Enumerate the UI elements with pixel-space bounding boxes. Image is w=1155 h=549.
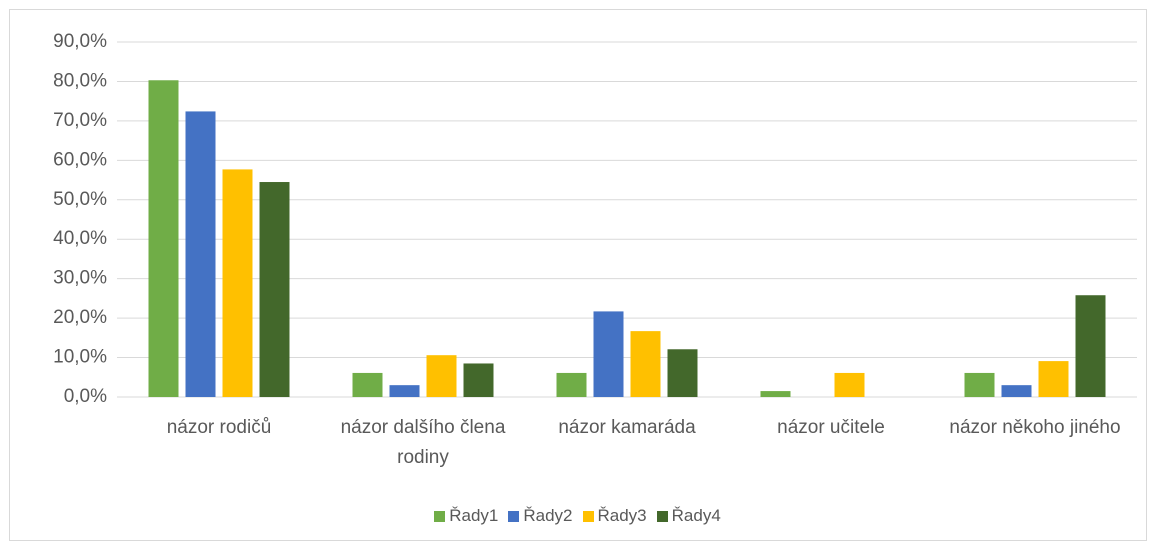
legend-swatch [508,510,520,522]
legend-item: Řady1 [434,506,498,526]
bar [1001,385,1032,397]
legend-label: Řady4 [671,506,721,525]
y-tick-label: 0,0% [64,386,107,407]
y-tick-label: 50,0% [53,189,107,210]
legend-item: Řady4 [656,506,721,526]
legend-item: Řady3 [582,506,647,526]
y-tick-label: 70,0% [53,110,107,131]
bar [185,111,216,397]
legend-swatch [656,510,668,522]
bar [964,372,995,397]
x-tick-label: názor dalšího člena rodiny [340,417,506,468]
x-tick-label: názor kamaráda [558,417,696,438]
chart-border [9,9,1147,541]
bar [148,80,179,397]
y-tick-label: 80,0% [53,70,107,91]
bar [389,385,420,397]
y-tick-label: 30,0% [53,268,107,289]
bar [352,372,383,397]
bar [630,331,661,397]
y-tick-label: 40,0% [53,228,107,249]
x-tick-label: názor rodičů [166,417,272,438]
bar [760,391,791,397]
legend: Řady1 Řady2 Řady3 Řady4 [0,506,1155,526]
y-tick-label: 60,0% [53,149,107,170]
x-tick-label: názor někoho jiného [949,417,1121,438]
y-tick-label: 90,0% [53,31,107,52]
bar [259,182,290,397]
bar [426,355,457,397]
legend-label: Řady3 [597,506,647,525]
legend-label: Řady1 [449,506,499,525]
legend-label: Řady2 [523,506,573,525]
bar [1075,295,1106,397]
bar [593,311,624,397]
legend-item: Řady2 [508,506,573,526]
legend-swatch [434,510,446,522]
y-tick-label: 10,0% [53,347,107,368]
bar [463,363,494,397]
bar [222,169,253,397]
bar [1038,361,1069,397]
bar [667,349,698,397]
bar [834,372,865,397]
legend-swatch [582,510,594,522]
x-tick-label: názor učitele [777,417,885,438]
y-tick-label: 20,0% [53,307,107,328]
bar [556,372,587,397]
